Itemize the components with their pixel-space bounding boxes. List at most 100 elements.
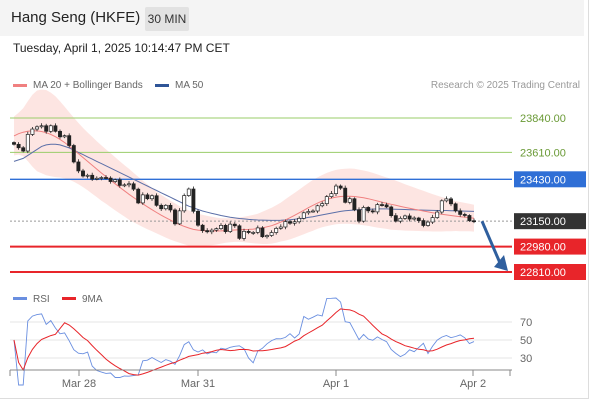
- x-tick-label: Mar 28: [62, 378, 96, 390]
- candle-body: [462, 214, 467, 216]
- rsi-tick-label: 30: [520, 353, 532, 365]
- level-label-5: 22810.00: [514, 264, 586, 280]
- candle-body: [154, 195, 159, 206]
- candle-body: [274, 227, 279, 233]
- candle: [320, 201, 325, 208]
- candle: [53, 123, 58, 133]
- timeframe-button[interactable]: 30 MIN: [145, 7, 189, 31]
- candle: [301, 211, 306, 220]
- candle-body: [453, 203, 458, 212]
- candle-body: [315, 205, 320, 212]
- candle: [62, 134, 67, 139]
- candle-body: [366, 207, 371, 212]
- x-tick-label: Apr 1: [323, 378, 349, 390]
- candle: [366, 206, 371, 214]
- candle-body: [301, 212, 306, 219]
- candle-body: [94, 177, 99, 180]
- candle: [269, 230, 274, 237]
- chart-header: Hang Seng (HKFE) 30 MIN: [0, 0, 584, 36]
- candle: [214, 227, 219, 232]
- candle: [384, 202, 389, 209]
- candle-body: [44, 125, 49, 132]
- candle: [232, 222, 237, 228]
- candle-body: [430, 217, 435, 223]
- candle: [426, 220, 430, 227]
- candle-body: [127, 183, 131, 186]
- rsi-legend: RSI 9MA: [13, 294, 103, 305]
- candle: [472, 218, 476, 224]
- candle-body: [251, 232, 256, 234]
- candle-body: [380, 204, 384, 206]
- candle-body: [85, 174, 90, 177]
- candle: [150, 194, 154, 201]
- candle-body: [81, 170, 85, 177]
- instrument-title: Hang Seng (HKFE): [11, 9, 141, 26]
- candle-body: [200, 224, 205, 231]
- copyright-text: Research © 2025 Trading Central: [430, 80, 580, 91]
- rsi-tick-label: 50: [520, 335, 532, 347]
- candle: [196, 209, 200, 227]
- candle: [99, 176, 104, 181]
- candle: [352, 197, 357, 212]
- candle: [403, 214, 407, 220]
- candle: [154, 193, 159, 207]
- rsi-ma-line: [13, 308, 475, 376]
- candle: [127, 181, 131, 188]
- candle-body: [76, 161, 81, 172]
- candle: [76, 159, 81, 174]
- level-label-0: 23840.00: [520, 113, 566, 125]
- candle-body: [255, 227, 260, 233]
- candle-body: [361, 207, 366, 222]
- candle-body: [375, 204, 380, 213]
- candle-body: [320, 203, 325, 207]
- candle-body: [177, 210, 182, 225]
- candle: [288, 220, 292, 225]
- level-value: 22810.00: [520, 267, 566, 279]
- candle: [108, 176, 113, 184]
- bollinger-band: [14, 89, 474, 247]
- candle-body: [297, 217, 302, 223]
- candle: [117, 177, 122, 188]
- candle-body: [472, 220, 476, 223]
- rsi-ma-legend-label: 9MA: [82, 294, 103, 305]
- forecast-arrowhead: [494, 255, 508, 271]
- candle-body: [389, 206, 394, 216]
- candle: [297, 216, 302, 224]
- candle-body: [30, 128, 35, 135]
- candle: [315, 204, 320, 214]
- candle-body: [163, 204, 168, 210]
- candle-body: [21, 147, 26, 152]
- candle: [458, 208, 463, 217]
- candle: [177, 208, 182, 226]
- candle: [173, 208, 177, 226]
- candle: [265, 234, 269, 239]
- candle-body: [283, 221, 288, 228]
- candle: [113, 178, 118, 184]
- candle-body: [140, 194, 145, 204]
- candle: [421, 218, 426, 228]
- candle: [104, 175, 108, 180]
- candle: [228, 221, 233, 233]
- candle-body: [444, 198, 449, 202]
- rsi-swatch: [13, 297, 27, 300]
- candle-body: [242, 230, 246, 239]
- candle-body: [173, 209, 177, 225]
- candle: [439, 199, 444, 215]
- candle-body: [311, 210, 315, 213]
- candle: [462, 212, 467, 218]
- candle: [444, 196, 449, 203]
- rsi-legend-label: RSI: [33, 294, 50, 305]
- level-value: 23610.00: [520, 147, 566, 159]
- candle: [380, 201, 384, 207]
- candle: [375, 202, 380, 215]
- candle: [306, 209, 311, 215]
- candle-body: [370, 210, 375, 213]
- candle: [168, 203, 173, 213]
- candle: [223, 223, 228, 234]
- candle-body: [48, 125, 53, 132]
- candle: [242, 228, 246, 241]
- candle: [278, 224, 283, 230]
- candle-body: [62, 135, 67, 138]
- candle-body: [90, 174, 95, 180]
- candle-body: [145, 194, 150, 200]
